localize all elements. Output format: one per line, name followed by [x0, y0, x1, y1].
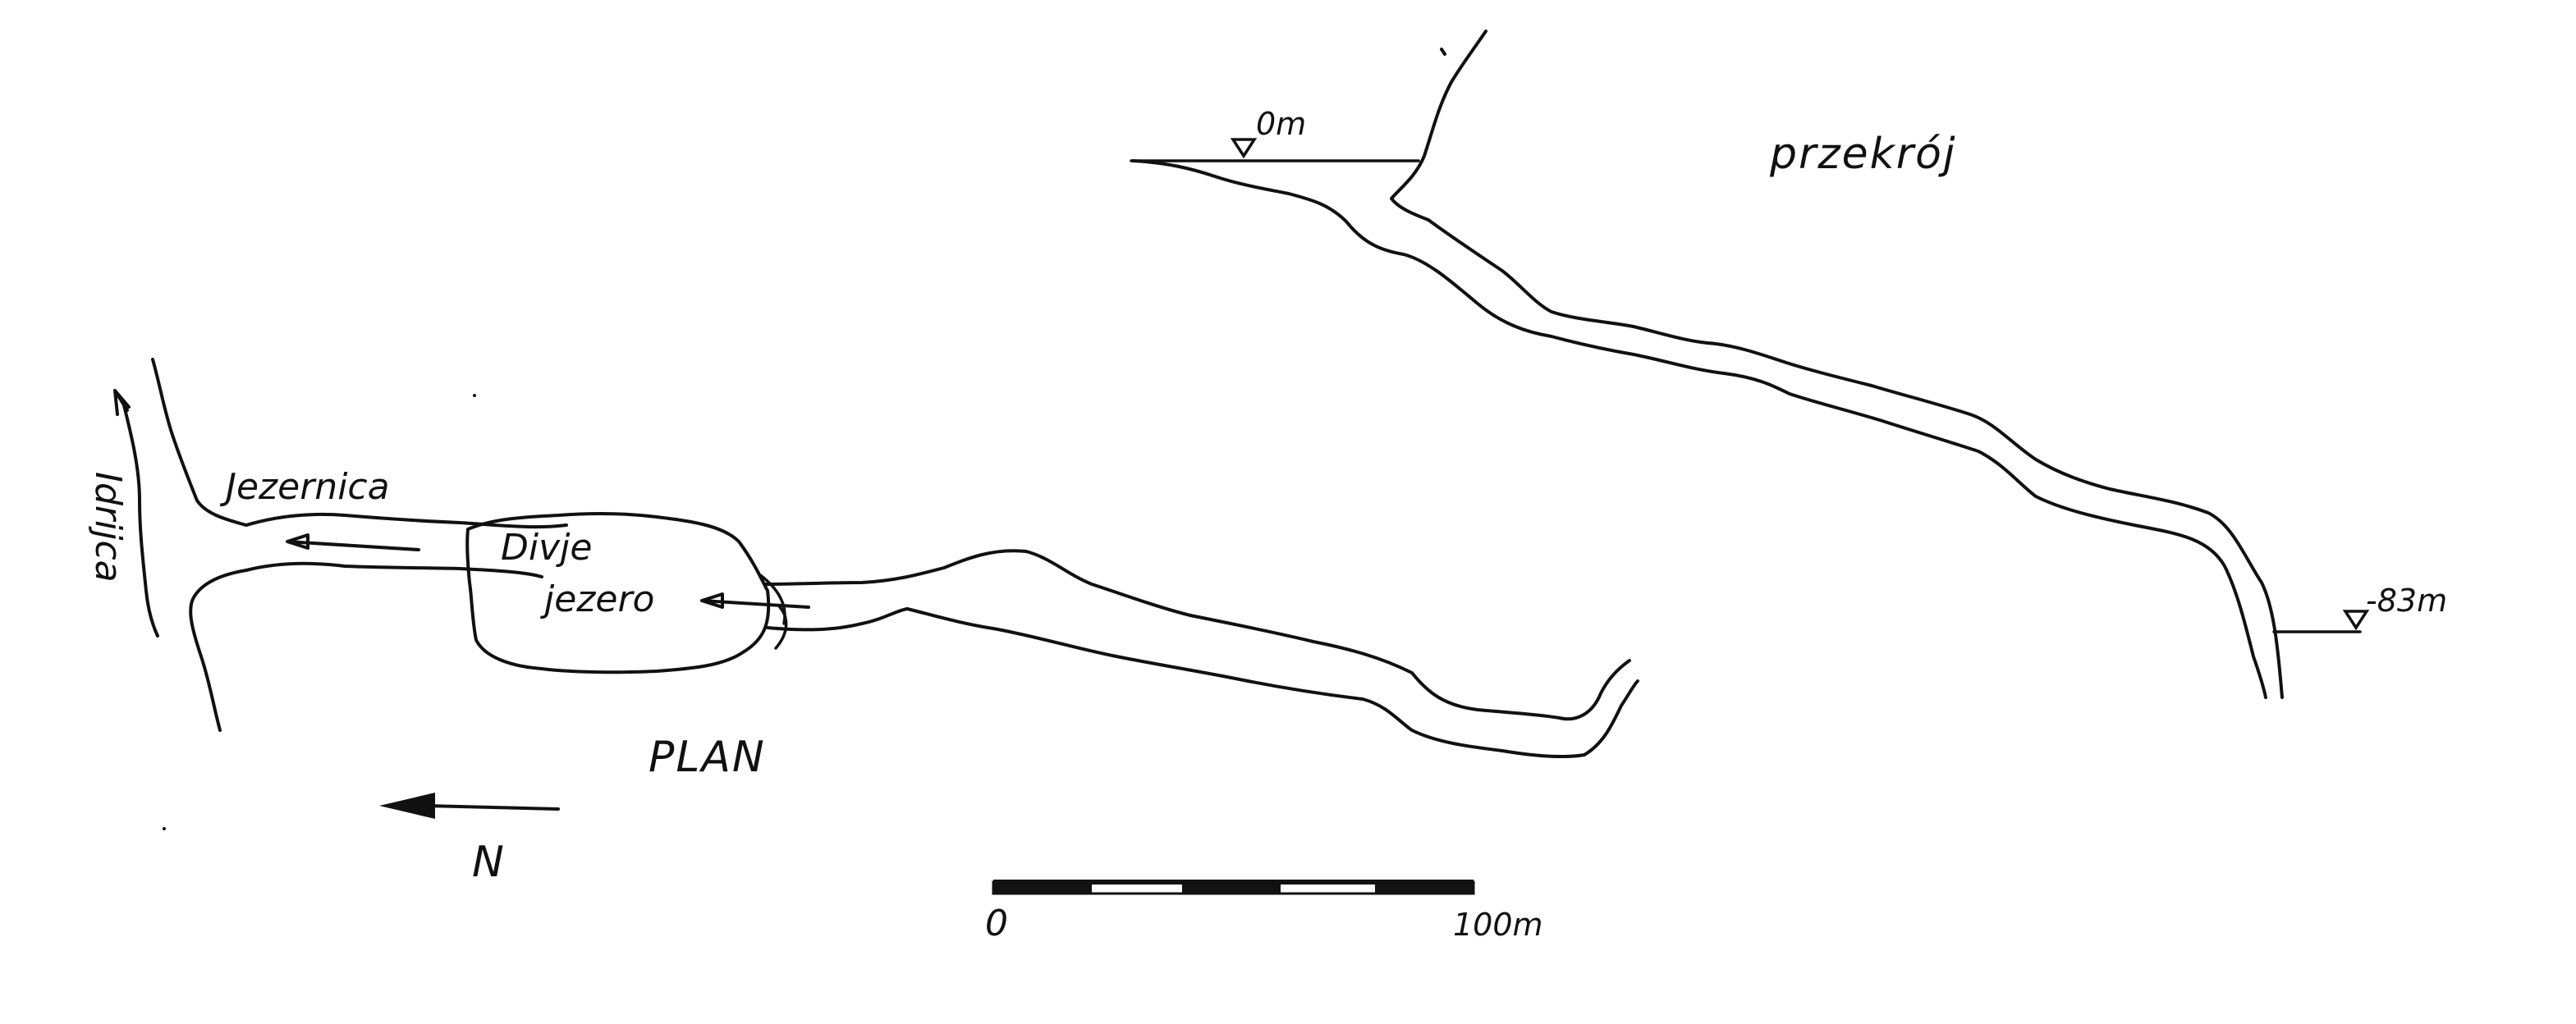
scale-bar: 0 100m [985, 880, 1543, 944]
river-label: Idrijca [87, 472, 129, 583]
lake-inflow-channel-b [774, 606, 788, 650]
north-label: N [472, 838, 506, 887]
scale-segment-5 [1375, 882, 1474, 894]
lake-outline [465, 511, 771, 674]
lake-inflow-arrow [700, 592, 810, 609]
north-arrow-head [379, 793, 435, 819]
stream-flow-arrow [286, 533, 420, 551]
zero-level-label: 0m [1256, 106, 1306, 142]
scale-start-label: 0 [985, 903, 1008, 944]
cross-section: 0m -83m przekrój [1130, 30, 2447, 699]
north-arrow-shaft [425, 804, 560, 811]
lake-label-line1: Divje [501, 527, 592, 569]
section-shaft-wall [1390, 30, 1487, 222]
scale-segment-3 [1182, 882, 1281, 894]
north-arrow: N [379, 793, 560, 887]
passage-south-wall [766, 607, 1639, 759]
section-title: przekrój [1769, 130, 1956, 179]
plan-title: PLAN [649, 733, 766, 782]
stream-bank-south [245, 561, 543, 578]
bottom-level-label: -83m [2366, 583, 2447, 619]
section-upper-wall [1427, 218, 2284, 699]
scan-speck [163, 827, 166, 830]
passage-north-wall [763, 549, 1631, 721]
section-lower-wall [1131, 159, 2267, 699]
scale-end-label: 100m [1453, 907, 1543, 943]
river-bank-east [151, 358, 248, 527]
zero-level-marker [1230, 138, 1258, 159]
plan-view: Idrijca Jezernica Divje jezero PLAN [87, 358, 1639, 782]
lake-label-line2: jezero [540, 578, 654, 620]
section-shaft-dot [1440, 48, 1446, 56]
river-bank-east-lower [189, 569, 248, 732]
scan-speck [473, 394, 476, 397]
river-flow-arrow [113, 389, 131, 416]
stream-bank-north [245, 512, 568, 529]
river-bank-west [121, 400, 159, 638]
bottom-level-marker [2342, 610, 2370, 631]
stream-label: Jezernica [219, 466, 390, 508]
scale-segment-1 [993, 882, 1092, 894]
